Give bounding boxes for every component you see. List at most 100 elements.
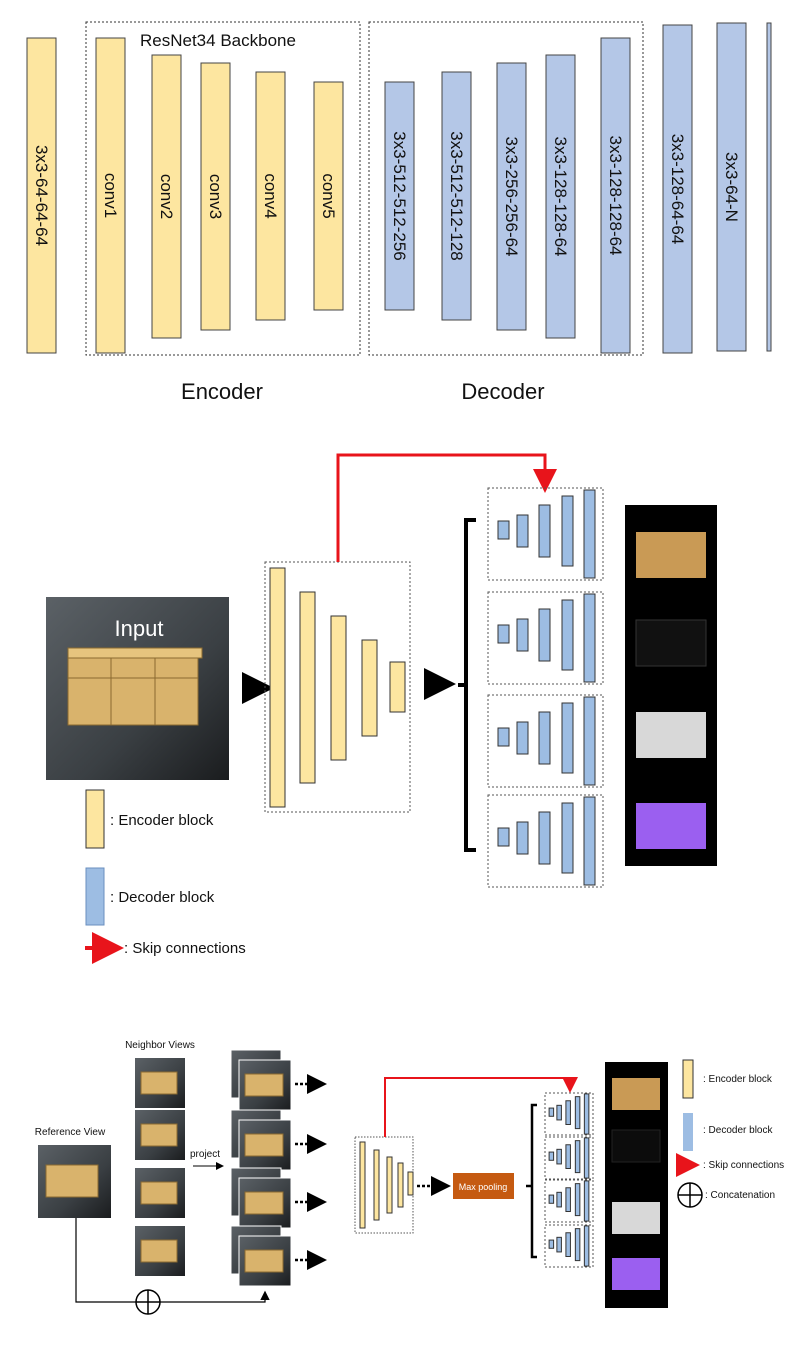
decoder-branch [487, 694, 604, 788]
block-label: 3x3-256-256-64 [502, 136, 521, 256]
neighbor-view-image [135, 1168, 185, 1218]
decoder-label: Decoder [461, 379, 544, 404]
decoder-block [561, 802, 574, 874]
decoder-block [583, 1225, 590, 1267]
skip-connection-arrow [336, 453, 557, 562]
roughness-output [635, 619, 707, 667]
decoder-block [583, 1093, 590, 1135]
legend-skip: : Skip connections [703, 1160, 784, 1171]
block-label: conv1 [101, 173, 120, 218]
decoder-branch [544, 1179, 594, 1223]
max-pooling-label: Max pooling [459, 1182, 508, 1192]
block-label: 3x3-512-512-256 [390, 131, 409, 260]
decoder-block [548, 1239, 555, 1249]
top-architecture: ResNet34 Backbone 3x3-64-64-64 conv1 conv2… [26, 21, 772, 404]
decoder-block [561, 495, 574, 567]
bracket [458, 518, 476, 852]
decoder-block [497, 827, 510, 847]
decoder-block [516, 721, 529, 755]
legend-encoder: : Encoder block [110, 812, 214, 829]
decoder-block [516, 821, 529, 855]
block-label: conv3 [206, 174, 225, 219]
decoder-block [556, 1148, 562, 1165]
decoder-branch [544, 1136, 594, 1180]
decoder-block [561, 702, 574, 774]
decoder-block [583, 696, 596, 786]
bottom-pipeline: Neighbor Views Reference View project Ma… [35, 1040, 784, 1315]
encoder-block: conv2 [151, 54, 182, 339]
encoder-block [389, 661, 406, 713]
decoder-block [565, 1100, 571, 1125]
block-label: 3x3-512-512-128 [447, 131, 466, 260]
decoder-block [583, 593, 596, 683]
neighbor-view-image [135, 1110, 185, 1160]
decoder-block [548, 1107, 555, 1117]
decoder-block [583, 1180, 590, 1222]
decoder-block [556, 1191, 562, 1208]
decoder-block [548, 1151, 555, 1161]
encoder-block: conv1 [95, 37, 126, 354]
backbone-title: ResNet34 Backbone [140, 31, 296, 50]
block-label: 3x3-128-128-64 [606, 135, 625, 255]
decoder-block [538, 504, 551, 558]
bracket [526, 1103, 537, 1259]
shading-output [636, 712, 706, 758]
encoder-block [299, 591, 316, 784]
encoder-block [386, 1156, 393, 1214]
decoder-block [497, 520, 510, 540]
projected-view-stack [230, 1109, 292, 1171]
albedo-output [636, 532, 706, 578]
decoder-box [368, 21, 644, 356]
encoder-block: conv5 [313, 81, 344, 311]
block-label: 3x3-64-N [722, 152, 741, 222]
decoder-branch [487, 591, 604, 685]
encoder-block [269, 567, 286, 808]
decoder-block [565, 1187, 571, 1212]
legend-skip: : Skip connections [124, 940, 246, 957]
decoder-block [565, 1144, 571, 1169]
decoder-block [574, 1140, 581, 1174]
decoder-branch [487, 487, 604, 581]
legend-decoder: : Decoder block [703, 1125, 773, 1136]
neighbor-view-image [135, 1058, 185, 1108]
block-label: conv5 [319, 173, 338, 218]
legend-concat: : Concatenation [705, 1190, 775, 1201]
legend: : Encoder block : Decoder block : Skip c… [676, 1059, 784, 1208]
decoder-block [516, 618, 529, 652]
decoder-branch [544, 1092, 594, 1136]
reference-view-label: Reference View [35, 1127, 106, 1138]
reference-image [38, 1145, 111, 1218]
decoder-block: 3x3-256-256-64 [496, 62, 527, 331]
decoder-block [497, 624, 510, 644]
block-label: 3x3-64-64-64 [32, 145, 51, 246]
output-maps [625, 505, 717, 866]
decoder-block: 3x3-512-512-256 [384, 81, 415, 311]
concatenation-icon [135, 1289, 161, 1315]
decoder-block [538, 811, 551, 865]
decoder-block [574, 1183, 581, 1217]
decoder-branch [544, 1224, 594, 1268]
projected-view-stack [230, 1049, 292, 1111]
decoder-block [516, 514, 529, 548]
decoder-block [565, 1232, 571, 1257]
neighbor-views-label: Neighbor Views [125, 1040, 195, 1051]
decoder-branch [487, 794, 604, 888]
decoder-block [497, 727, 510, 747]
decoder-block: 3x3-64-N [716, 22, 747, 352]
encoder-label: Encoder [181, 379, 263, 404]
decoder-block [561, 599, 574, 671]
legend-decoder: : Decoder block [110, 889, 215, 906]
block-label: conv4 [261, 173, 280, 218]
normal-output [636, 803, 706, 849]
legend: : Encoder block : Decoder block : Skip c… [85, 789, 246, 964]
max-pooling-box [453, 1173, 514, 1199]
project-label: project [190, 1149, 220, 1160]
decoder-block [583, 489, 596, 579]
decoder-block [548, 1194, 555, 1204]
decoder-block [556, 1104, 562, 1121]
encoder-block [361, 639, 378, 737]
encoder-backbone-box [85, 21, 361, 356]
block-label: conv2 [157, 174, 176, 219]
decoder-block: 3x3-128-128-64 [600, 37, 631, 354]
